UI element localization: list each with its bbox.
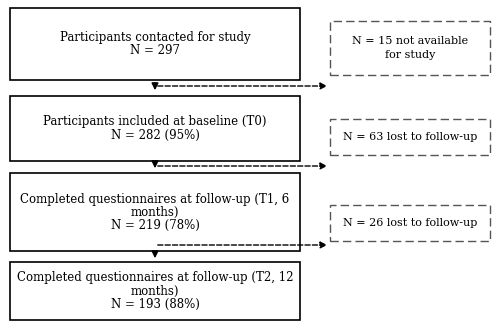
Bar — [330, 21, 490, 75]
Text: N = 193 (88%): N = 193 (88%) — [110, 297, 200, 310]
Text: Completed questionnaires at follow-up (T2, 12: Completed questionnaires at follow-up (T… — [17, 272, 293, 285]
Bar — [330, 119, 490, 155]
Bar — [10, 173, 300, 251]
Text: N = 63 lost to follow-up: N = 63 lost to follow-up — [343, 132, 477, 142]
Text: for study: for study — [385, 49, 435, 59]
Text: Participants contacted for study: Participants contacted for study — [60, 30, 250, 44]
Text: months): months) — [131, 285, 179, 297]
Text: N = 15 not available: N = 15 not available — [352, 36, 468, 47]
Text: N = 282 (95%): N = 282 (95%) — [110, 129, 200, 142]
Text: Completed questionnaires at follow-up (T1, 6: Completed questionnaires at follow-up (T… — [20, 193, 289, 205]
Text: N = 219 (78%): N = 219 (78%) — [110, 218, 200, 232]
Bar — [10, 262, 300, 320]
Text: N = 26 lost to follow-up: N = 26 lost to follow-up — [343, 218, 477, 228]
Text: months): months) — [131, 205, 179, 218]
Bar — [330, 205, 490, 241]
Text: Participants included at baseline (T0): Participants included at baseline (T0) — [44, 115, 267, 128]
Bar — [10, 8, 300, 80]
Bar — [10, 96, 300, 161]
Text: N = 297: N = 297 — [130, 45, 180, 57]
